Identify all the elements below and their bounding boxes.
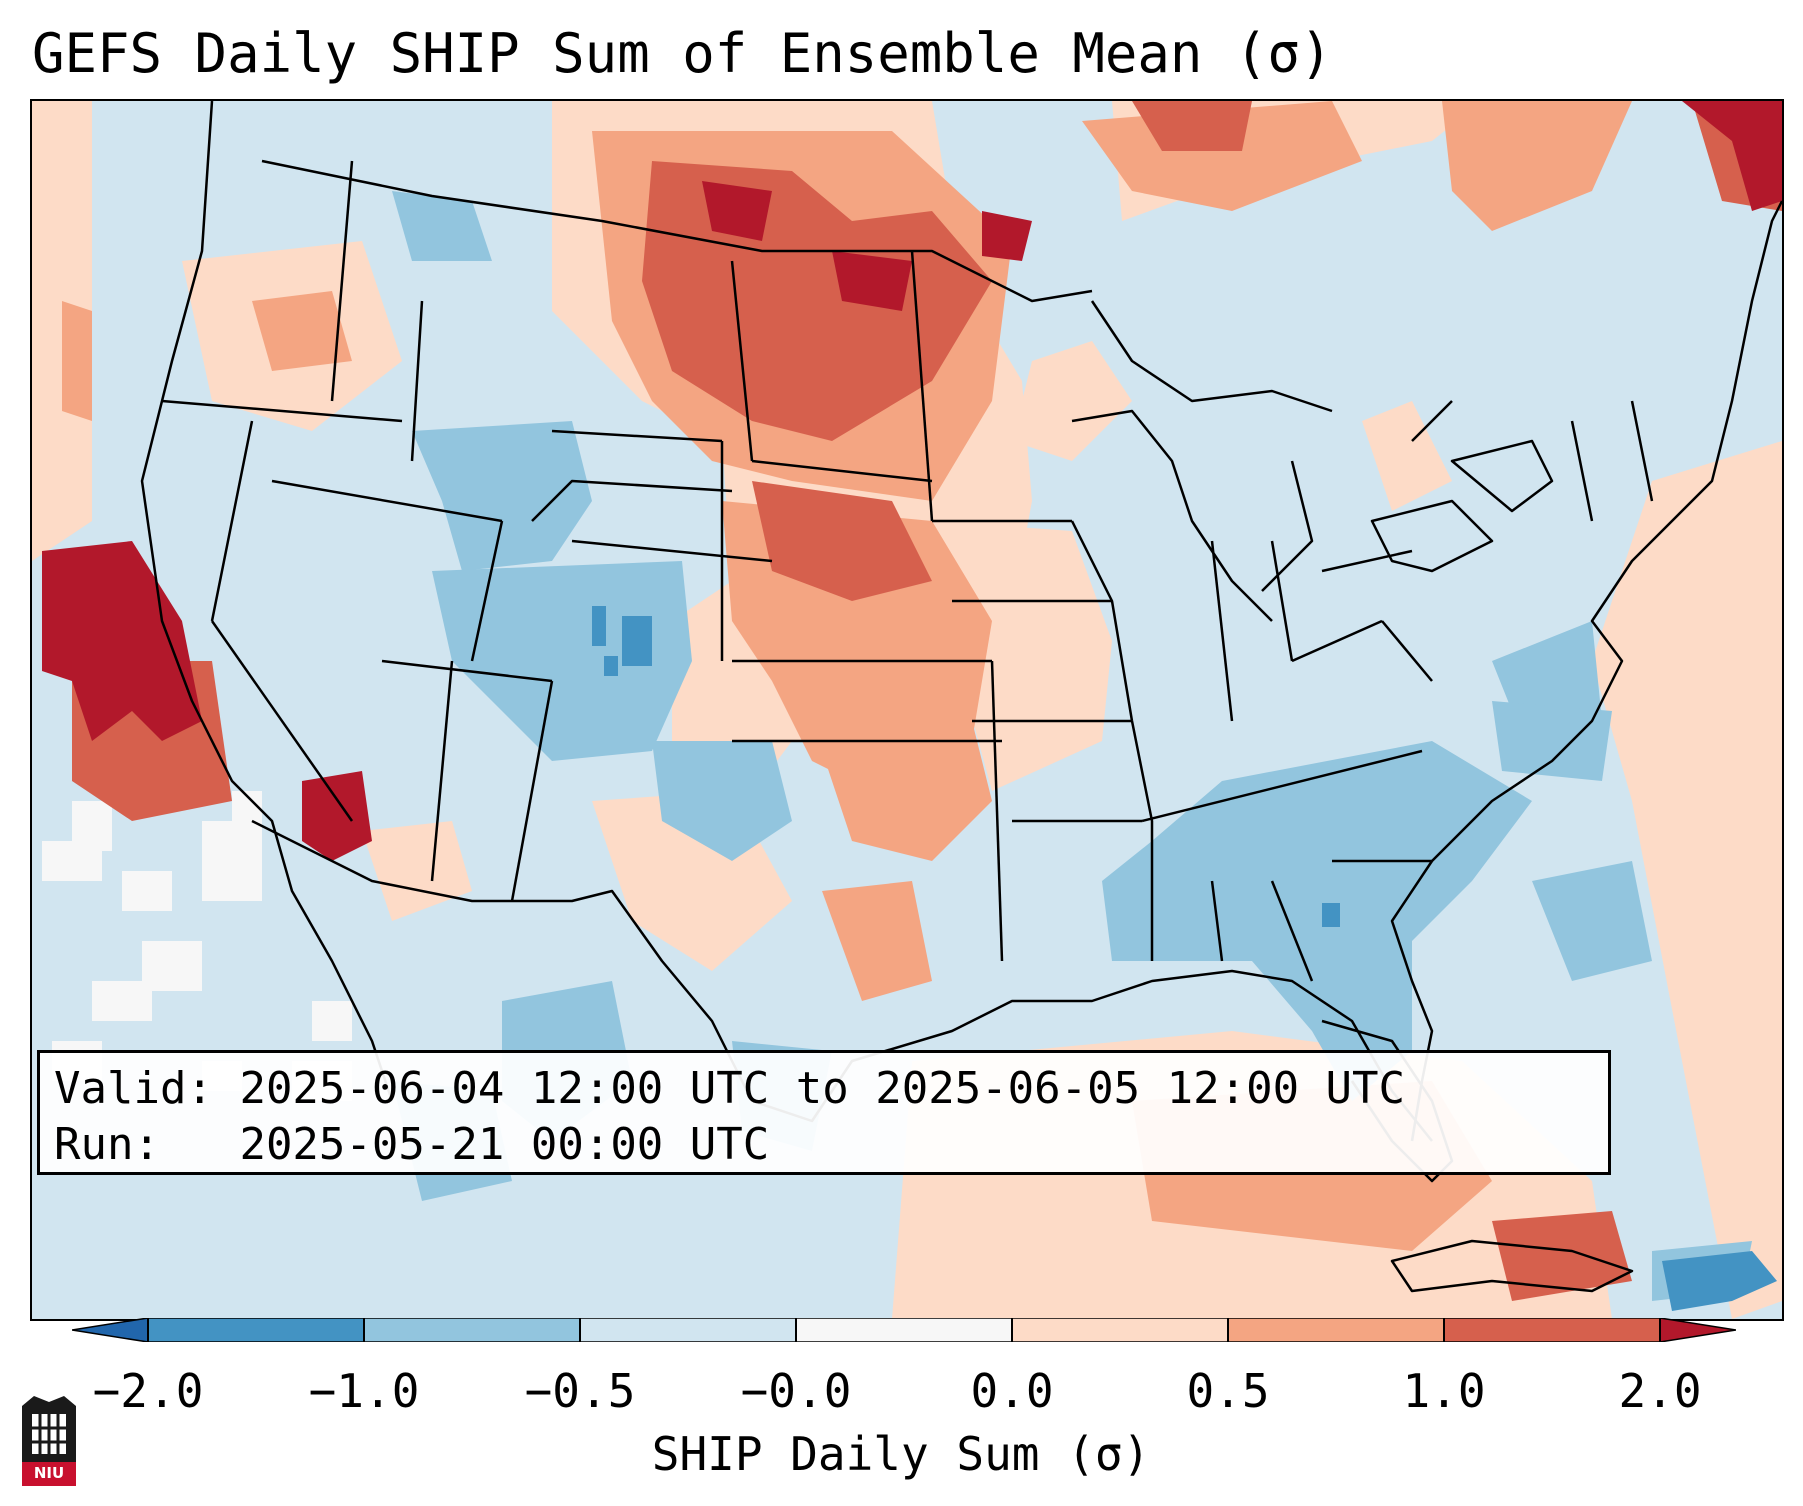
colorbar-tick-label: 0.5 [1186,1364,1270,1418]
colorbar-segment [148,1318,364,1342]
near-zero-patches [42,791,352,1101]
run-value: 2025-05-21 00:00 UTC [239,1119,770,1170]
valid-value: 2025-06-04 12:00 UTC to 2025-06-05 12:00… [239,1063,1406,1114]
colorbar-segment [796,1318,1012,1342]
colorbar-under-arrow [72,1318,148,1342]
run-label: Run: [54,1119,160,1170]
colorbar-over-arrow [1660,1318,1736,1342]
colorbar-segment [1012,1318,1228,1342]
colorbar-tick-label: −0.0 [740,1364,852,1418]
colorbar-tick-label: 2.0 [1618,1364,1702,1418]
colorbar-segment [1444,1318,1660,1342]
niu-logo-text: NIU [33,1464,65,1482]
colorbar-tick-label: 0.0 [970,1364,1054,1418]
colorbar-label: SHIP Daily Sum (σ) [651,1427,1151,1481]
colorbar-segment [1228,1318,1444,1342]
niu-logo: NIU [20,1392,78,1486]
colorbar-segment [580,1318,796,1342]
valid-label: Valid: [54,1063,213,1114]
colorbar [72,1318,1736,1342]
niu-logo-icon [22,1396,76,1486]
validity-info-box: Valid: 2025-06-04 12:00 UTC to 2025-06-0… [37,1050,1611,1175]
colorbar-tick-label: 1.0 [1402,1364,1486,1418]
colorbar-segment [364,1318,580,1342]
colorbar-tick-label: −1.0 [308,1364,420,1418]
colorbar-tick-label: −0.5 [524,1364,636,1418]
colorbar-tick-label: −2.0 [92,1364,204,1418]
chart-title: GEFS Daily SHIP Sum of Ensemble Mean (σ) [32,22,1333,85]
extreme-positive-areas [42,101,1782,861]
strong-negative-areas [592,606,1777,1311]
boundaries [140,101,1782,1293]
